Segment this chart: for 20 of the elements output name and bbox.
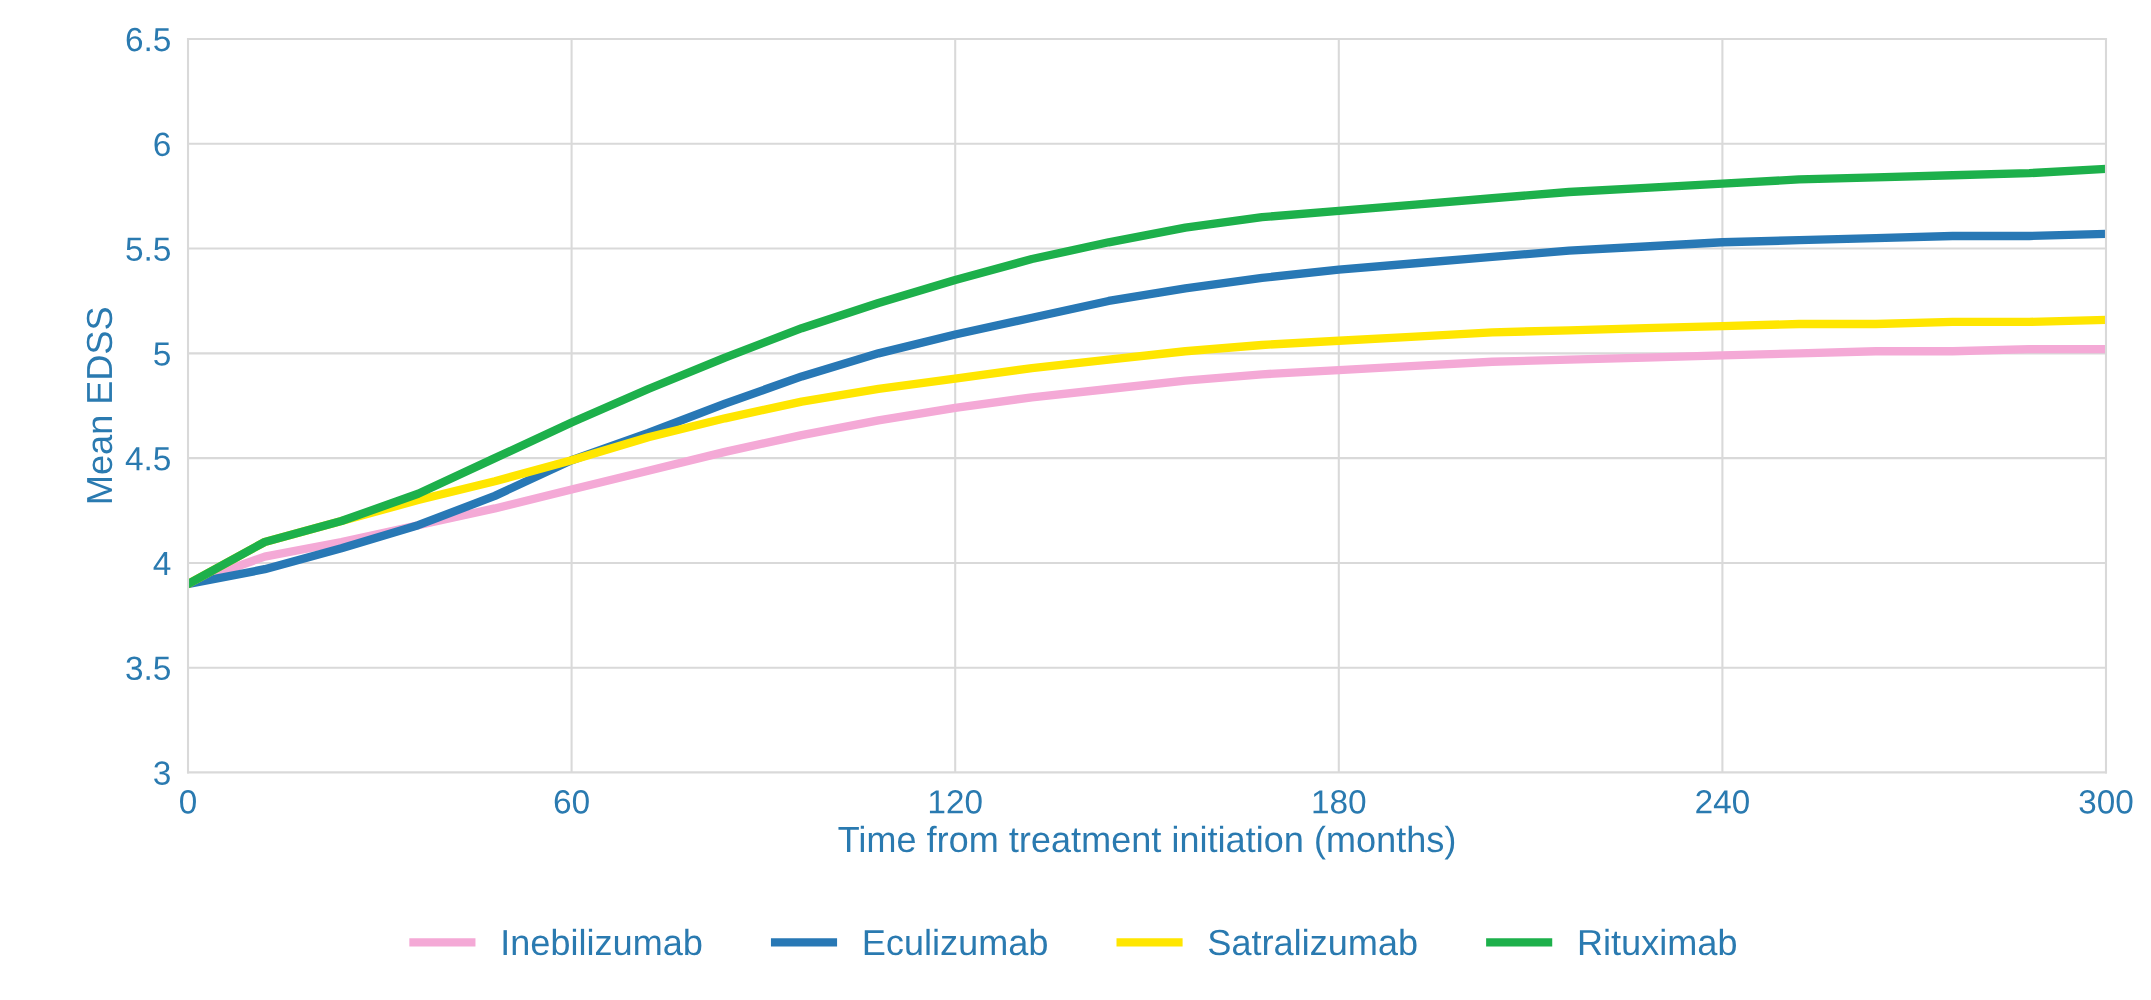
x-tick-label: 240 (1696, 790, 1749, 814)
x-tick-label: 0 (180, 790, 196, 814)
y-tick-label: 5.5 (126, 237, 170, 261)
y-tick-label: 3 (154, 761, 170, 785)
y-tick-label: 4 (153, 552, 171, 576)
legend-label: Inebilizumab (503, 928, 702, 956)
legend-label: Eculizumab (864, 928, 1047, 956)
y-tick-label: 6.5 (126, 27, 170, 52)
y-tick-label: 3.5 (126, 656, 170, 681)
x-axis-title: Time from treatment initiation (months) (838, 825, 1455, 860)
y-tick-label: 6 (154, 132, 170, 157)
y-tick-label: 5 (154, 342, 170, 366)
x-tick-label: 180 (1313, 790, 1366, 814)
x-tick-label: 300 (2079, 790, 2133, 814)
x-tick-label: 120 (929, 790, 982, 814)
legend-label: Satralizumab (1208, 928, 1417, 956)
legend-label: Rituximab (1579, 928, 1736, 956)
y-axis-title: Mean EDSS (86, 308, 113, 503)
x-tick-label: 60 (554, 790, 589, 814)
y-tick-label: 4.5 (125, 447, 170, 471)
